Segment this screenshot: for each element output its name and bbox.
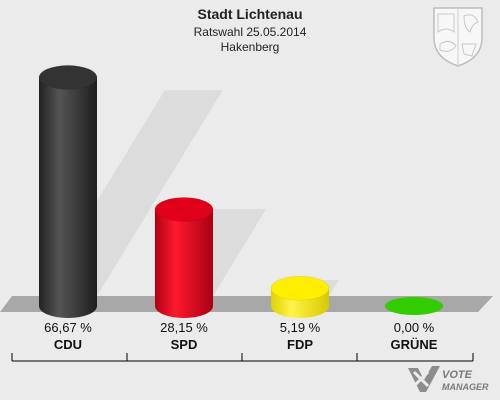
chart-floor	[0, 296, 493, 312]
bar-grne	[385, 297, 443, 315]
logo-line1: VOTE	[442, 369, 473, 381]
bar-spd	[154, 197, 214, 318]
chart-subtitle: Ratswahl 25.05.2014	[193, 25, 307, 39]
x-axis-bracket	[11, 353, 474, 362]
category-label-cdu: CDU	[54, 337, 82, 352]
value-label-fdp: 5,19 %	[280, 320, 321, 335]
value-label-cdu: 66,67 %	[44, 320, 92, 335]
category-label-fdp: FDP	[287, 337, 313, 352]
bar-fdp	[270, 275, 330, 318]
category-label-spd: SPD	[171, 337, 198, 352]
value-label-spd: 28,15 %	[160, 320, 208, 335]
bar-cdu	[38, 65, 98, 318]
coat-of-arms-icon	[433, 7, 483, 67]
vote-manager-logo: VOTE MANAGER	[408, 366, 489, 392]
category-label-grne: GRÜNE	[391, 337, 438, 352]
chart-title: Stadt Lichtenau	[197, 6, 303, 22]
logo-line2: MANAGER	[442, 382, 489, 392]
district-label: Hakenberg	[220, 40, 280, 54]
value-label-grne: 0,00 %	[394, 320, 435, 335]
